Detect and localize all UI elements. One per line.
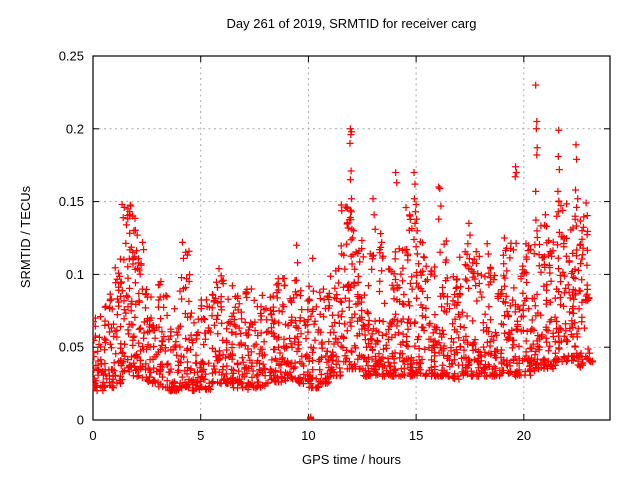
svg-text:0.1: 0.1	[66, 267, 84, 282]
y-tick-labels: 0 0.05 0.1 0.15 0.2 0.25	[59, 49, 84, 428]
svg-text:10: 10	[301, 428, 315, 443]
chart-title: Day 261 of 2019, SRMTID for receiver car…	[226, 16, 477, 31]
svg-text:0.2: 0.2	[66, 121, 84, 136]
x-tick-labels: 0 5 10 15 20	[89, 428, 531, 443]
svg-text:0.25: 0.25	[59, 49, 84, 64]
svg-text:15: 15	[409, 428, 423, 443]
svg-text:20: 20	[517, 428, 531, 443]
svg-text:5: 5	[197, 428, 204, 443]
svg-text:0: 0	[77, 413, 84, 428]
svg-text:0.05: 0.05	[59, 340, 84, 355]
plot-border	[92, 55, 611, 421]
svg-text:0: 0	[89, 428, 96, 443]
svg-text:0.15: 0.15	[59, 194, 84, 209]
x-axis-label: GPS time / hours	[302, 452, 401, 467]
scatter-points	[92, 81, 597, 421]
